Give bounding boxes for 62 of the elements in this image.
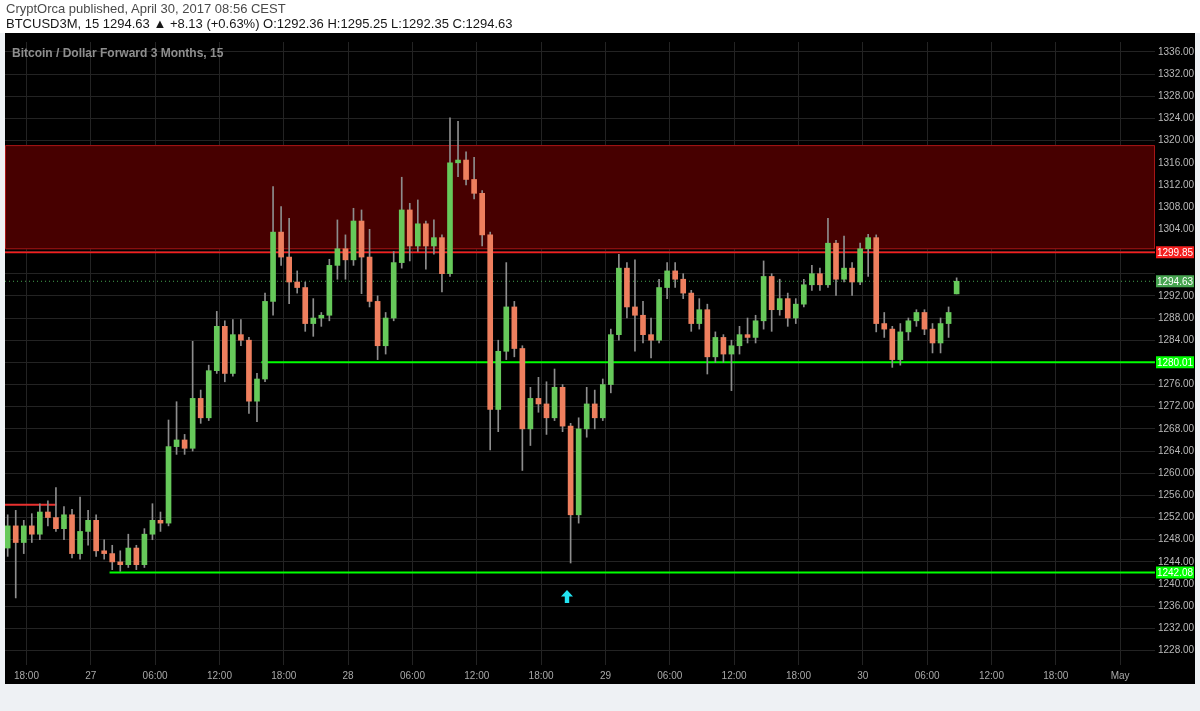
y-tick-label: 1276.00 <box>1158 378 1195 390</box>
x-tick-label: 12:00 <box>464 669 490 681</box>
y-tick-label: 1244.00 <box>1158 555 1195 567</box>
data-label: 1242.08 <box>1156 566 1194 578</box>
data-label: 1280.01 <box>1156 356 1194 368</box>
y-tick-label: 1248.00 <box>1158 533 1195 545</box>
candlestick <box>318 312 325 327</box>
y-tick-label: 1256.00 <box>1158 489 1195 501</box>
x-tick-label: 18:00 <box>1043 669 1069 681</box>
x-tick-label: 18:00 <box>785 669 812 681</box>
x-tick-label: 06:00 <box>657 669 683 681</box>
x-tick-label: 12:00 <box>721 669 748 681</box>
y-tick-label: 1332.00 <box>1158 67 1195 79</box>
x-tick-label: 29 <box>599 669 612 681</box>
y-tick-label: 1240.00 <box>1158 577 1195 589</box>
candlestick <box>12 510 19 599</box>
candlestick <box>455 120 461 178</box>
x-tick-label: 06:00 <box>142 669 169 681</box>
x-tick-label: 18:00 <box>271 669 297 681</box>
y-tick-label: 1328.00 <box>1158 90 1195 102</box>
y-tick-label: 1232.00 <box>1158 622 1195 634</box>
candlestick <box>117 550 124 572</box>
candlestick <box>881 312 888 338</box>
y-tick-label: 1236.00 <box>1158 600 1195 611</box>
x-tick-label: 12:00 <box>978 669 1005 681</box>
chart-title: Bitcoin / Dollar Forward 3 Months, 15 <box>12 46 224 61</box>
y-tick-label: 1284.00 <box>1158 333 1195 345</box>
candlestick <box>648 317 654 359</box>
y-tick-label: 1316.00 <box>1158 156 1195 168</box>
y-tick-label: 1320.00 <box>1158 134 1195 146</box>
x-tick-label: 28 <box>342 669 355 681</box>
candlestick <box>632 259 638 352</box>
text: CryptOrca published, April 30, 2017 08:56 CEST <box>6 1 286 16</box>
candlestick <box>310 298 317 337</box>
candlestick <box>45 500 51 527</box>
y-tick-label: 1288.00 <box>1158 311 1195 323</box>
candlestick <box>101 539 108 560</box>
y-tick-label: 1264.00 <box>1158 444 1195 456</box>
x-tick-label: 12:00 <box>206 669 233 681</box>
y-tick-label: 1292.00 <box>1158 289 1195 301</box>
x-tick-label: May <box>1110 669 1130 681</box>
y-tick-label: 1336.00 <box>1158 45 1195 57</box>
x-tick-label: 18:00 <box>528 669 555 681</box>
x-tick-label: 30 <box>857 669 869 681</box>
y-tick-label: 1304.00 <box>1158 223 1195 235</box>
candlestick <box>431 219 437 255</box>
y-tick-label: 1268.00 <box>1158 422 1195 434</box>
x-tick-label: 27 <box>85 669 97 681</box>
x-tick-label: 06:00 <box>914 669 941 681</box>
x-tick-label: 18:00 <box>13 669 40 681</box>
y-tick-label: 1312.00 <box>1158 178 1195 190</box>
ref-line-label: 1294.63 <box>1156 275 1194 287</box>
x-tick-label: 06:00 <box>399 669 426 681</box>
y-tick-label: 1252.00 <box>1158 511 1195 523</box>
ref-line-label: 1299.85 <box>1156 246 1194 258</box>
y-tick-label: 1260.00 <box>1158 466 1195 478</box>
y-tick-label: 1324.00 <box>1158 112 1195 124</box>
y-tick-label: 1308.00 <box>1158 200 1195 212</box>
chart-subtitle: BTCUSD3M, 15 1294.63 ▲ +8.13 (+0.63%) O:1292.36 H:1295.25 L:1292.35 C:1294.63 <box>6 16 513 31</box>
y-tick-label: 1228.00 <box>1158 644 1195 656</box>
candlestick <box>238 319 244 347</box>
y-tick-label: 1272.00 <box>1158 400 1195 412</box>
